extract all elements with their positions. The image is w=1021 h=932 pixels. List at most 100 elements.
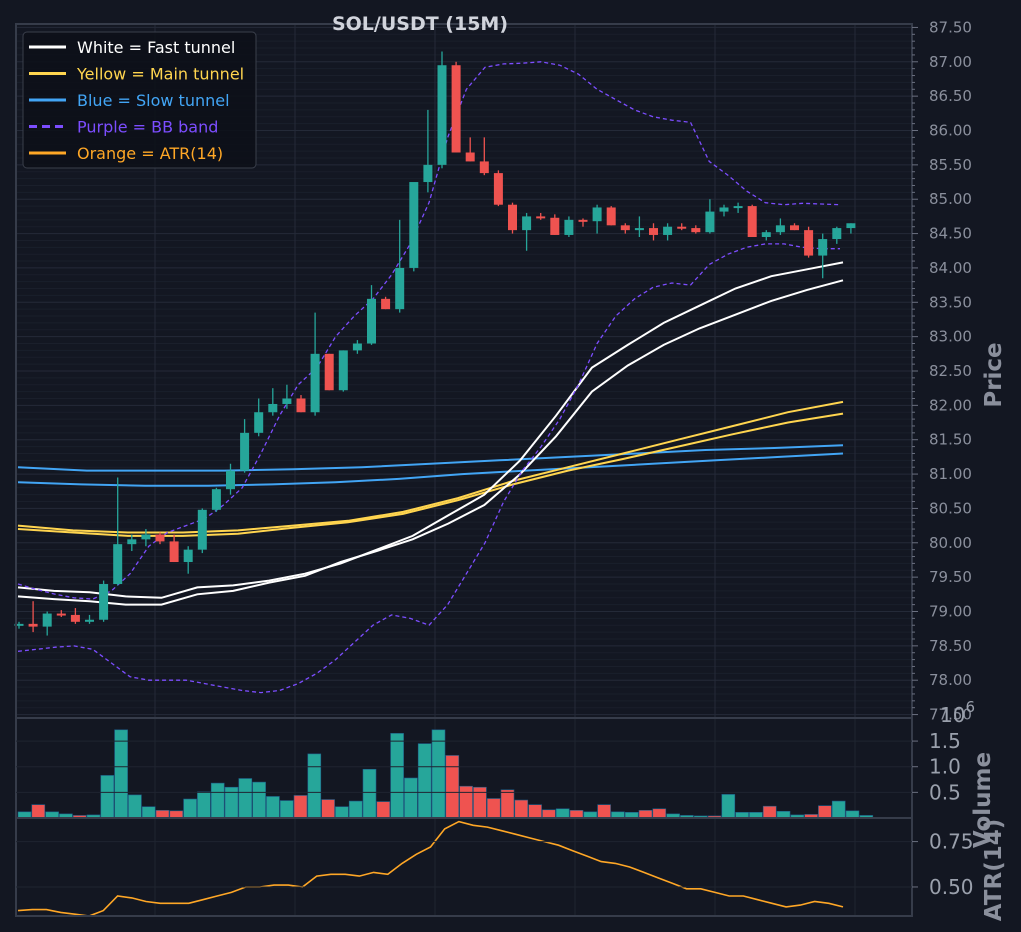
legend-entry-label: Blue = Slow tunnel (77, 91, 230, 110)
volume-bar (486, 798, 501, 819)
price-tick-label: 87.50 (929, 18, 972, 36)
candle-body (113, 544, 123, 585)
price-tick-label: 78.00 (929, 671, 972, 689)
volume-bar (183, 798, 197, 819)
candle-body (522, 216, 532, 231)
atr-panel (15, 817, 913, 917)
volume-bar (721, 794, 736, 819)
price-tick-label: 79.00 (929, 602, 972, 620)
volume-bar (555, 808, 570, 819)
candle-body (465, 152, 475, 162)
legend-entry-label: Yellow = Main tunnel (76, 65, 244, 84)
candle-body (28, 623, 38, 627)
price-panel (14, 23, 913, 719)
candle-body (127, 539, 137, 545)
volume-panel (15, 717, 913, 819)
candle-body (691, 228, 701, 233)
candle-body (183, 549, 193, 563)
candle-body (564, 219, 574, 235)
price-tick-label: 85.00 (929, 190, 972, 208)
candle-body (367, 298, 376, 344)
slow-tunnel-upper-line (17, 444, 844, 472)
atr-axis-label: ATR(14) (981, 819, 1007, 921)
price-tick-label: 87.00 (929, 53, 972, 71)
candle-body (790, 225, 799, 231)
candle-body (197, 509, 207, 550)
volume-bar (266, 796, 280, 819)
candle-body (240, 432, 250, 471)
candle-body (268, 403, 278, 413)
volume-bar (652, 808, 667, 819)
candle-body (479, 161, 489, 174)
price-tick-label: 84.50 (929, 225, 972, 243)
candle-body (578, 219, 588, 222)
price-tick-label: 81.00 (929, 465, 972, 483)
candle-body (169, 541, 179, 563)
price-tick-label: 84.00 (929, 259, 972, 277)
volume-bar (362, 768, 377, 819)
volume-bar (348, 800, 363, 819)
legend: White = Fast tunnel Yellow = Main tunnel B… (22, 31, 257, 169)
candle-body (592, 207, 602, 222)
volume-bar (500, 789, 515, 819)
slow-tunnel-lower-line (17, 452, 844, 487)
volume-bar (293, 795, 308, 819)
volume-bar (638, 810, 653, 819)
candle-body (395, 267, 405, 310)
legend-entry-label: Orange = ATR(14) (77, 144, 223, 163)
candle-body (254, 412, 264, 433)
volume-bar (210, 782, 225, 819)
volume-bar (128, 794, 142, 819)
fast-tunnel-upper-line (17, 261, 844, 599)
price-tick-label: 85.50 (929, 156, 972, 174)
volume-bar (197, 791, 211, 819)
volume-bar (279, 800, 294, 819)
atr-tick-label: 0.50 (929, 875, 974, 899)
price-tick-label: 81.50 (929, 431, 972, 449)
volume-bar (473, 786, 487, 819)
volume-tick-label: 0.5 (929, 780, 961, 804)
volume-axis-label: Volume (970, 752, 996, 848)
price-tick-label: 80.50 (929, 499, 972, 517)
legend-box (22, 31, 257, 169)
atr-panel-bg (16, 818, 912, 916)
price-axis: 77.50 78.00 78.50 79.00 79.50 80.00 80.50 81.00… (912, 18, 972, 724)
volume-tick-label: 1.5 (929, 729, 961, 753)
volume-bar (335, 806, 349, 819)
candle-body (352, 343, 362, 351)
volume-bar (224, 786, 239, 819)
candle-body (649, 228, 658, 235)
price-tick-label: 82.00 (929, 396, 972, 414)
candle-body (451, 65, 461, 153)
candle-body (99, 584, 109, 620)
candle-body (282, 398, 292, 404)
volume-bar (845, 810, 860, 819)
price-tick-label: 83.50 (929, 293, 972, 311)
volume-bar (459, 785, 473, 819)
candle-body (56, 613, 66, 616)
candle-body (761, 232, 771, 238)
bb-upper-band-line (17, 61, 841, 600)
candle-body (226, 470, 235, 490)
price-tick-label: 83.00 (929, 328, 972, 346)
price-tick-label: 82.50 (929, 362, 972, 380)
candle-body (423, 164, 433, 183)
price-axis-label: Price (981, 342, 1007, 407)
volume-bar (528, 804, 542, 819)
candle-body (338, 350, 348, 391)
atr-line (17, 820, 844, 917)
atr-axis: 0.50 0.75 (16, 830, 974, 899)
candle-body (437, 65, 447, 165)
fast-tunnel-lower-line (17, 279, 844, 606)
volume-bar (597, 804, 611, 819)
volume-bar (238, 778, 253, 819)
price-tick-label: 79.50 (929, 568, 972, 586)
price-tick-label: 78.50 (929, 637, 972, 655)
atr-panel-border (15, 817, 913, 917)
volume-bar (818, 805, 832, 819)
bb-lower-band-line (17, 243, 840, 694)
candle-body (634, 228, 644, 231)
candle-body (85, 619, 94, 622)
chart-title: SOL/USDT (15M) (332, 13, 508, 35)
volume-bar (169, 810, 184, 819)
